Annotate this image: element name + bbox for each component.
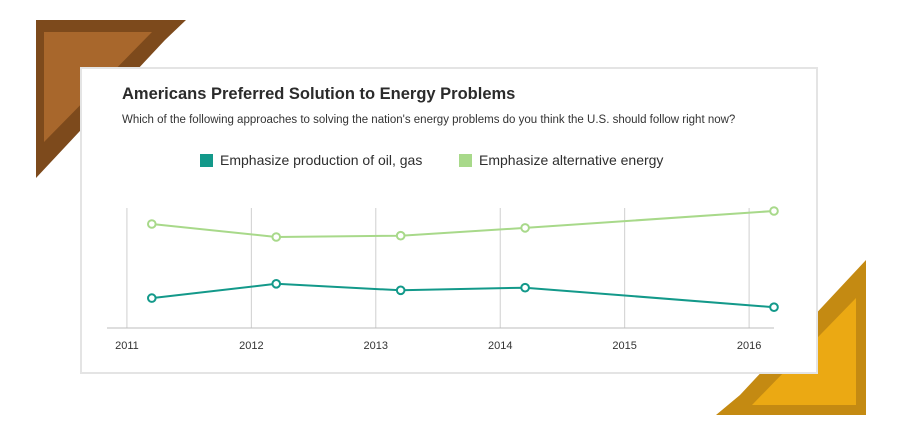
data-point-series-1-2 (395, 230, 406, 241)
x-tick-label-2013: 2013 (364, 340, 388, 352)
data-point-series-1-3 (520, 223, 530, 233)
data-point-series-0-3 (520, 282, 530, 293)
chart-card (80, 67, 818, 374)
x-tick-label-2012: 2012 (239, 340, 263, 352)
legend-item-alternative: Emphasize alternative energy (459, 151, 663, 169)
x-tick-label-2011: 2011 (115, 340, 139, 352)
data-point-series-0-1 (271, 279, 282, 289)
x-tick-label-2014: 2014 (488, 340, 512, 352)
legend-swatch-oil-gas (200, 153, 213, 167)
data-point-series-0-0 (146, 293, 157, 303)
data-point-series-1-1 (271, 232, 282, 242)
chart-subtitle: Which of the following approaches to sol… (122, 114, 736, 126)
x-tick-label-2015: 2015 (612, 340, 636, 352)
legend-item-oil-gas: Emphasize production of oil, gas (200, 151, 422, 169)
x-tick-label-2016: 2016 (737, 340, 761, 352)
data-point-series-0-2 (395, 285, 406, 296)
legend-label-oil-gas: Emphasize production of oil, gas (220, 152, 423, 168)
series-line-1 (151, 210, 775, 239)
data-point-series-1-0 (146, 219, 157, 229)
legend-label-alternative: Emphasize alternative energy (479, 152, 664, 168)
series-line-0 (151, 282, 775, 309)
legend-swatch-alternative (459, 153, 472, 167)
data-point-series-0-4 (769, 302, 779, 313)
data-point-series-1-4 (769, 206, 779, 216)
chart-title: Americans Preferred Solution to Energy P… (122, 85, 516, 103)
